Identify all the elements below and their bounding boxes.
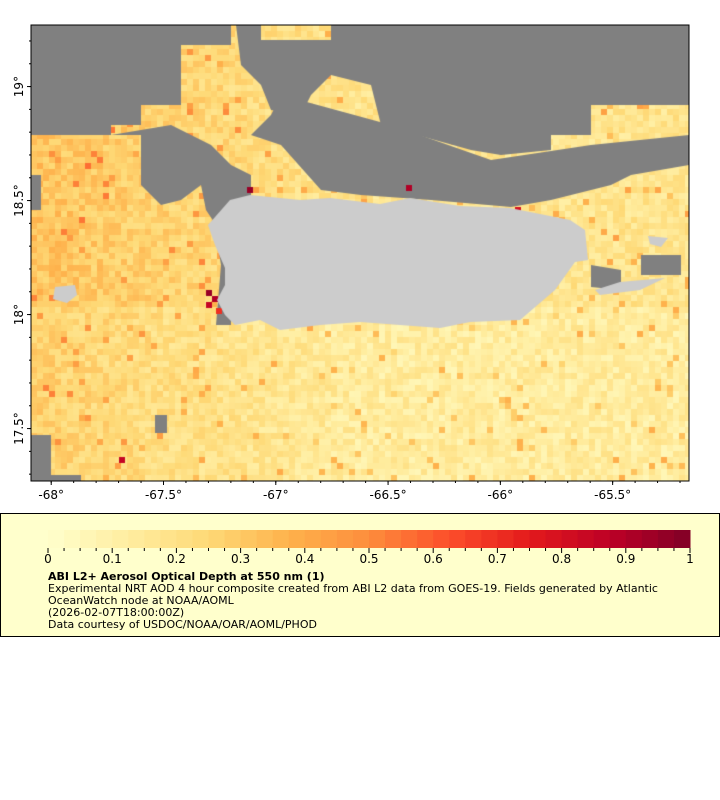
colorbar-segment — [449, 530, 466, 548]
colorbar-segment — [240, 530, 258, 548]
colorbar-tick-label: 0.6 — [424, 552, 443, 566]
colorbar-segment — [80, 530, 97, 548]
colorbar-segment — [545, 530, 563, 548]
colorbar-segment — [336, 530, 354, 548]
lon-tick-label: -65.5° — [594, 488, 631, 502]
colorbar-segment — [64, 530, 81, 548]
colorbar: 0 0.1 0.2 0.3 0.4 0.5 0.6 0.7 0.8 0.9 1 — [44, 530, 694, 566]
colorbar-segment — [144, 530, 161, 548]
colorbar-segment — [320, 530, 338, 548]
colorbar-segment — [433, 530, 450, 548]
colorbar-tick-label: 0.9 — [616, 552, 635, 566]
colorbar-segment — [641, 530, 659, 548]
colorbar-segment — [529, 530, 547, 548]
lon-tick-label: -67.5° — [145, 488, 182, 502]
colorbar-segment — [481, 530, 498, 548]
colorbar-segment — [272, 530, 290, 548]
lat-tick-label: 18° — [12, 304, 26, 325]
colorbar-segment — [593, 530, 611, 548]
colorbar-segment — [224, 530, 242, 548]
lat-tick-label: 18.5° — [12, 184, 26, 217]
legend-description-2: OceanWatch node at NOAA/AOML — [48, 594, 234, 607]
colorbar-segment — [48, 530, 65, 548]
colorbar-segment — [609, 530, 627, 548]
colorbar-segment — [256, 530, 274, 548]
colorbar-tick-label: 0.4 — [295, 552, 314, 566]
colorbar-segment — [673, 530, 691, 548]
legend-panel: 0 0.1 0.2 0.3 0.4 0.5 0.6 0.7 0.8 0.9 1 ABI L2+ Ae… — [0, 513, 720, 637]
colorbar-tick-label: 0.8 — [552, 552, 571, 566]
colorbar-segment — [401, 530, 418, 548]
map-frame — [30, 24, 690, 482]
colorbar-segment — [352, 530, 370, 548]
colorbar-tick-label: 1 — [686, 552, 694, 566]
colorbar-segment — [369, 530, 386, 548]
colorbar-segment — [465, 530, 482, 548]
colorbar-tick-label: 0.1 — [103, 552, 122, 566]
lon-tick-label: -68° — [38, 488, 64, 502]
colorbar-tick-label: 0.2 — [167, 552, 186, 566]
colorbar-segment — [304, 530, 322, 548]
colorbar-segment — [288, 530, 306, 548]
legend-title: ABI L2+ Aerosol Optical Depth at 550 nm … — [48, 570, 325, 583]
colorbar-segment — [208, 530, 226, 548]
colorbar-tick-label: 0 — [44, 552, 52, 566]
colorbar-segment — [176, 530, 193, 548]
colorbar-segment — [128, 530, 145, 548]
lat-tick-label: 17.5° — [12, 412, 26, 445]
legend-time: (2026-02-07T18:00:00Z) — [48, 606, 185, 619]
colorbar-segment — [657, 530, 675, 548]
legend-description-1: Experimental NRT AOD 4 hour composite cr… — [48, 582, 658, 595]
colorbar-segment — [561, 530, 579, 548]
colorbar-segment — [96, 530, 113, 548]
map-axes: -68° -67.5° -67° -66.5° -66° -65.5° 19° 18.5° 18… — [12, 24, 690, 502]
colorbar-segment — [417, 530, 434, 548]
lon-tick-label: -66.5° — [370, 488, 407, 502]
colorbar-segment — [192, 530, 209, 548]
colorbar-segment — [513, 530, 530, 548]
colorbar-segment — [385, 530, 402, 548]
colorbar-segment — [112, 530, 129, 548]
colorbar-segment — [577, 530, 595, 548]
lat-tick-label: 19° — [12, 76, 26, 97]
colorbar-tick-label: 0.3 — [231, 552, 250, 566]
lon-tick-label: -67° — [263, 488, 289, 502]
colorbar-segment — [497, 530, 514, 548]
lon-tick-label: -66° — [488, 488, 514, 502]
colorbar-tick-label: 0.7 — [488, 552, 507, 566]
aod-map-image — [31, 25, 689, 481]
colorbar-tick-label: 0.5 — [359, 552, 378, 566]
legend-credit: Data courtesy of USDOC/NOAA/OAR/AOML/PHO… — [48, 618, 317, 631]
colorbar-segment — [160, 530, 177, 548]
colorbar-segment — [625, 530, 643, 548]
